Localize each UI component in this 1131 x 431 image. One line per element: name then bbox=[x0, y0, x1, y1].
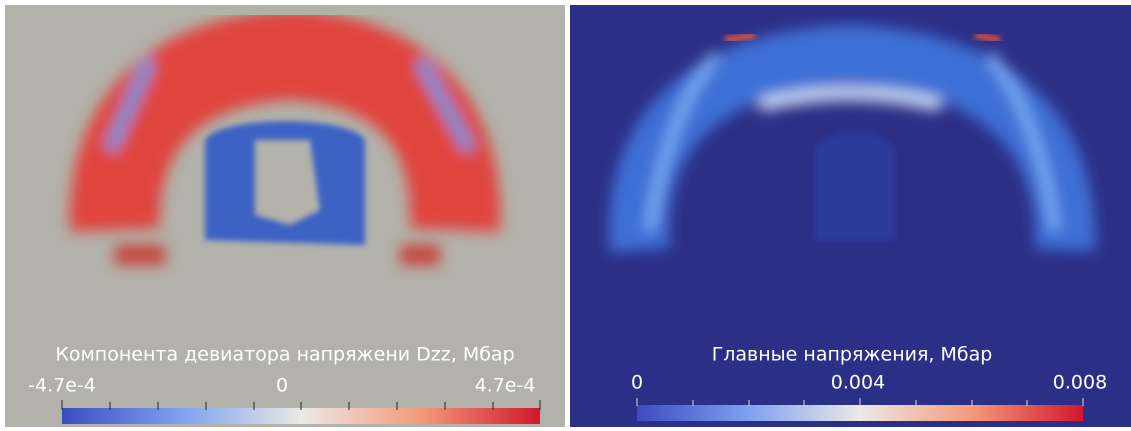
tick-label: -4.7e-4 bbox=[28, 375, 96, 397]
colorbar-title: Компонента девиатора напряжени Dzz, Мбар bbox=[55, 344, 514, 366]
colorbar bbox=[637, 405, 1083, 421]
colorbar bbox=[62, 408, 540, 424]
colorbar-title: Главные напряжения, Мбар bbox=[712, 344, 993, 366]
cavity bbox=[255, 140, 320, 225]
core bbox=[815, 131, 895, 240]
tick-label: 0 bbox=[631, 372, 643, 394]
left-panel: Компонента девиатора напряжени Dzz, Мбар… bbox=[5, 5, 565, 427]
right-panel: Главные напряжения, Мбар 0 0.004 0.008 bbox=[570, 5, 1131, 427]
tick-label: 0.004 bbox=[831, 372, 885, 394]
figure: Компонента девиатора напряжени Dzz, Мбар… bbox=[0, 0, 1131, 427]
tick-label: 4.7e-4 bbox=[475, 375, 536, 397]
tick-label: 0 bbox=[276, 375, 288, 397]
tick-label: 0.008 bbox=[1053, 372, 1107, 394]
page: Компонента девиатора напряжени Dzz, Мбар… bbox=[0, 0, 1131, 427]
